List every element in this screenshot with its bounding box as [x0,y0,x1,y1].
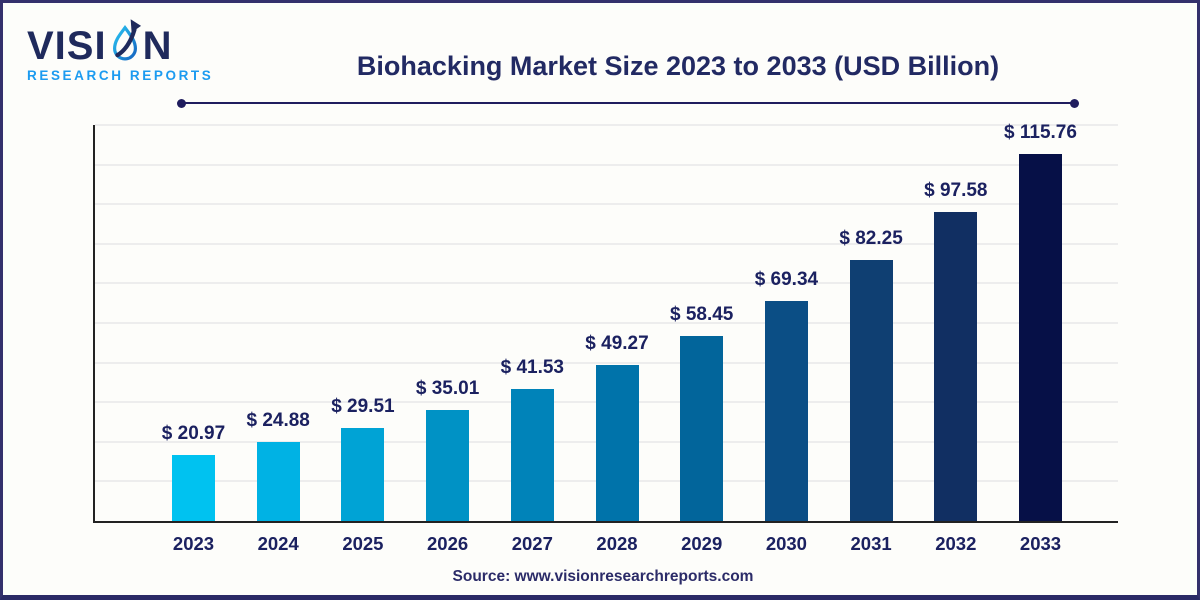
bar-value-label: $ 115.76 [1004,122,1077,144]
title-divider [177,98,1079,108]
bar-2028 [595,364,639,521]
bar-value-label: $ 82.25 [839,228,903,250]
x-tick-label: 2032 [935,533,977,554]
x-tick-label: 2024 [257,533,299,554]
brand-name-right: N [142,24,173,68]
x-tick-label: 2025 [342,533,384,554]
bar-value-label: $ 29.51 [331,395,395,417]
bar-2027 [510,389,554,521]
brand-tagline: RESEARCH REPORTS [27,68,214,83]
divider-left-dot [177,98,186,108]
divider-right-dot [1070,98,1079,108]
brand-name-left: VISI [27,24,107,68]
bar-value-label: $ 41.53 [500,357,564,379]
bar-value-label: $ 58.45 [669,303,734,325]
bar-2030 [764,301,808,521]
x-tick-label: 2027 [511,533,553,554]
x-tick-label: 2030 [765,533,807,554]
gridline [95,282,1118,285]
bar-2024 [256,442,300,521]
bar-value-label: $ 49.27 [585,332,649,354]
bar-2025 [341,427,385,521]
gridline [95,203,1118,206]
bar-2026 [426,410,470,521]
gridline [95,242,1118,245]
bar-value-label: $ 69.34 [754,269,819,291]
gridline [95,322,1118,324]
x-tick-label: 2028 [596,533,638,554]
bar-2029 [680,335,724,521]
x-tick-label: 2031 [850,533,892,554]
x-tick-label: 2033 [1019,533,1062,554]
bar-2032 [934,211,978,521]
bar-value-label: $ 97.58 [924,179,988,201]
gridline [95,361,1118,364]
bar-2033 [1019,154,1062,521]
gridline [95,163,1118,166]
gridline [95,124,1118,126]
brand-logo: VISI N RESEARCH REPORTS [27,17,217,83]
brand-name: VISI N [27,17,217,66]
bar-value-label: $ 24.88 [246,410,310,432]
page-title: Biohacking Market Size 2023 to 2033 (USD… [356,51,1000,82]
x-tick-label: 2029 [681,533,723,554]
source-attribution: Source: www.visionresearchreports.com [452,568,754,585]
leaf-droplet-arrow-icon [108,17,142,70]
bar-value-label: $ 20.97 [161,422,226,444]
bar-value-label: $ 35.01 [415,378,480,400]
bar-2023 [172,454,215,521]
bar-2031 [849,260,893,521]
x-tick-label: 2023 [172,533,215,554]
x-tick-label: 2026 [427,533,469,554]
bar-chart: $ 20.97 2023 $ 24.88 2024 $ 29.51 2025 $ 35.01… [93,122,1118,554]
